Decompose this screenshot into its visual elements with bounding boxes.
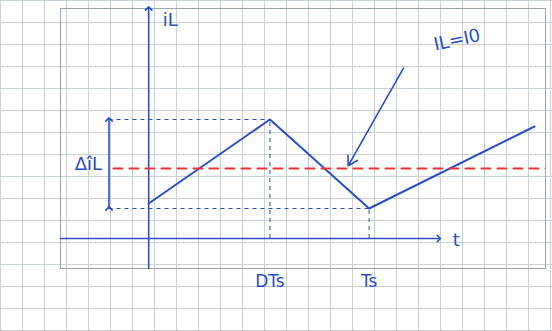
svg-text:IL=I0: IL=I0 (432, 24, 483, 54)
svg-text:DTs: DTs (255, 271, 285, 291)
svg-text:iL: iL (163, 9, 178, 30)
svg-text:Ts: Ts (360, 271, 378, 291)
svg-text:t: t (453, 229, 460, 250)
svg-text:ΔîL: ΔîL (75, 153, 102, 174)
